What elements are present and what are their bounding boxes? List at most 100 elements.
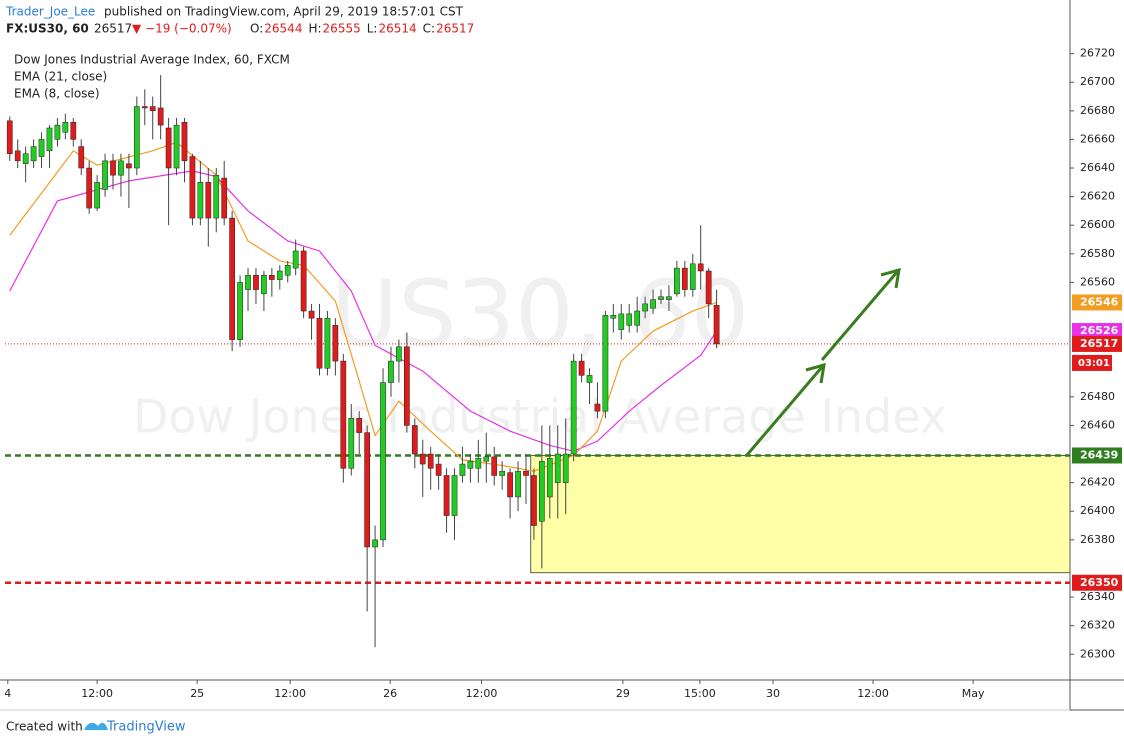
y-tick-label: 26420 [1080,476,1115,489]
ema-tag-bg [1072,294,1122,311]
y-tick-label: 26660 [1080,132,1115,145]
zone [530,455,1071,574]
candle-body [419,453,426,465]
author[interactable]: Trader_Joe_Lee [5,5,95,19]
y-tick-label: 26560 [1080,275,1115,288]
candle-body [562,453,569,483]
candle-body [308,310,315,319]
candle-body [229,217,235,340]
candle-body [491,456,498,476]
candle-body [586,375,593,383]
candle-body [14,150,21,162]
quote-value: 26517 [436,22,474,36]
x-tick-label: 4 [4,687,11,700]
last-price-tag: 26517 [1080,337,1118,350]
candle-body [602,315,609,412]
candle-body [181,122,188,162]
created-with: Created with [6,720,83,734]
candle-body [237,282,243,340]
y-tick-label: 26400 [1080,504,1115,517]
y-tick-label: 26580 [1080,247,1115,260]
candle-body [102,160,108,190]
candle-body [531,475,537,526]
candle-body [86,167,93,209]
legend-entry: EMA (21, close) [14,70,107,84]
candle-body [578,360,585,376]
y-tick-label: 26680 [1080,104,1115,117]
y-tick-label: 26620 [1080,190,1115,203]
y-tick-label: 26380 [1080,533,1115,546]
candle-body [268,275,275,280]
change: ▼ −19 (−0.07%) [132,22,232,36]
x-tick-label: 29 [616,687,630,700]
candle-body [292,250,299,269]
candle-body [149,106,156,112]
level-tag-bg [1072,447,1122,464]
candle-body [261,275,267,295]
candle-body [189,156,196,219]
candle-body [705,270,712,305]
candle-body [110,160,116,176]
candle-body [658,296,664,300]
candle-body [340,360,347,469]
y-tick-label: 26700 [1080,75,1115,88]
candle-body [626,313,633,326]
candle-body [94,182,100,209]
arrow-head [805,362,826,384]
candle-body [54,124,61,140]
countdown-bg [1072,354,1112,371]
candle-body [118,160,124,176]
candle-body [666,296,672,300]
candle-body [435,463,442,476]
candle-body [205,182,212,219]
candle-body [467,460,474,469]
arrow-head [880,267,901,289]
candle-body [245,275,251,290]
legend-entry: EMA (8, close) [14,87,100,101]
candle-body [380,382,386,541]
candle-body [300,250,307,312]
candle-body [388,360,394,383]
candle-body [133,106,140,169]
candle-body [126,163,132,169]
y-tick-label: 26720 [1080,47,1115,60]
arrow [820,271,899,361]
y-tick-label: 26600 [1080,218,1115,231]
brand[interactable]: TradingView [106,720,186,735]
candle-body [253,275,259,290]
candle-body [689,263,696,290]
logo [84,722,108,730]
quote-label: C: [423,22,435,36]
countdown: 03:01 [1078,358,1110,369]
candle-body [713,305,720,345]
candle-body [332,325,339,362]
level-tag-bg [1072,574,1122,591]
candle-body [213,174,220,219]
x-tick-label: 26 [383,687,397,700]
candle-body [427,453,434,469]
x-tick-label: 12:00 [274,687,306,700]
candle-body [459,463,466,476]
candle-body [618,313,625,330]
candle-body [22,153,29,164]
candle-body [515,470,521,498]
candle-body [372,539,378,548]
arrows [745,267,901,456]
x-tick-label: 12:00 [857,687,889,700]
ema-tag-bg [1072,323,1122,340]
y-tick-label: 26640 [1080,161,1115,174]
candle-body [546,458,553,498]
last: 26517 [94,22,132,36]
candle-body [443,475,450,516]
candle-body [697,263,704,272]
candle-body [594,403,601,412]
symbol: FX:US30, 60 [6,22,89,36]
candle-body [507,472,513,498]
quote-value: 26555 [323,22,361,36]
candle-body [451,475,458,516]
candle-body [642,303,648,312]
watermark-name: Dow Jones Industrial Average Index [133,390,947,444]
candle-body [78,146,85,169]
legend-title: Dow Jones Industrial Average Index, 60, … [14,53,290,67]
candle-body [539,460,545,522]
